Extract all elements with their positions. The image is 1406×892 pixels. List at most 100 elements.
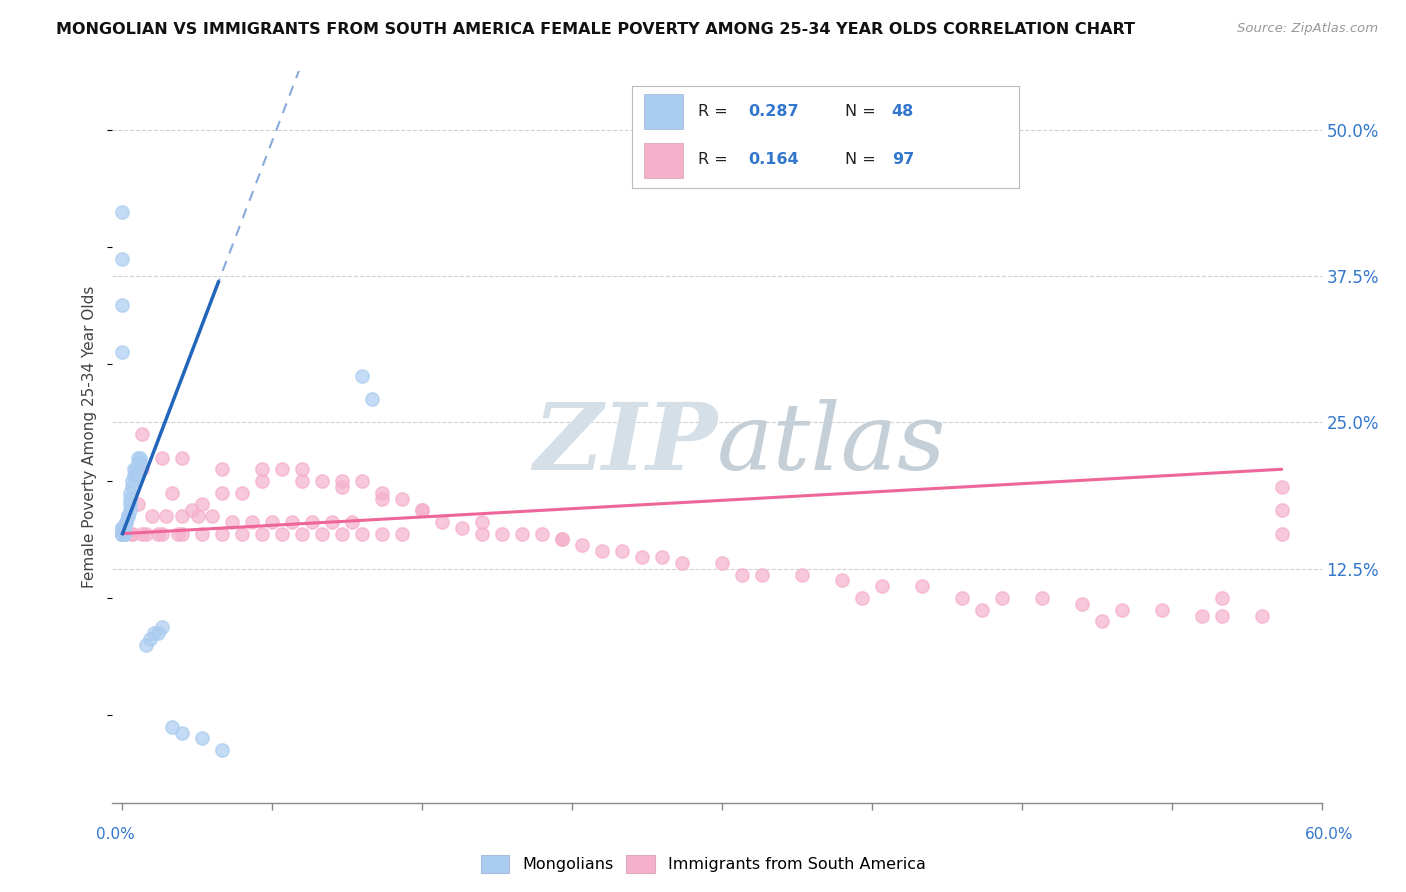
Point: [127, 450, 149, 465]
Point: [831, 574, 853, 588]
Point: [330, 526, 353, 541]
Point: [172, 450, 194, 465]
Point: [172, 526, 194, 541]
Point: [162, 720, 184, 734]
Text: atlas: atlas: [717, 400, 946, 490]
Point: [950, 591, 973, 605]
Point: [120, 485, 142, 500]
Point: [143, 626, 166, 640]
Point: [111, 526, 134, 541]
Point: [129, 450, 152, 465]
Point: [291, 474, 314, 488]
Point: [471, 515, 494, 529]
Point: [1271, 503, 1294, 517]
Point: [121, 526, 143, 541]
Point: [111, 526, 134, 541]
Point: [221, 515, 243, 529]
Point: [1271, 526, 1294, 541]
Point: [127, 497, 149, 511]
Point: [114, 526, 136, 541]
Point: [111, 252, 134, 266]
Point: [124, 468, 146, 483]
Point: [187, 509, 209, 524]
Point: [1250, 608, 1272, 623]
Point: [610, 544, 633, 558]
Point: [391, 491, 413, 506]
Point: [111, 526, 134, 541]
Point: [352, 526, 374, 541]
Point: [651, 549, 673, 564]
Point: [111, 526, 134, 541]
Point: [342, 515, 364, 529]
Point: [152, 526, 174, 541]
Point: [311, 526, 333, 541]
Point: [111, 345, 134, 359]
Text: 60.0%: 60.0%: [1305, 827, 1353, 841]
Text: 0.0%: 0.0%: [96, 827, 135, 841]
Point: [1091, 615, 1114, 629]
Point: [120, 491, 142, 506]
Point: [111, 204, 134, 219]
Point: [117, 509, 139, 524]
Point: [1150, 603, 1173, 617]
Point: [131, 462, 153, 476]
Point: [121, 480, 143, 494]
Point: [111, 526, 134, 541]
Point: [121, 474, 143, 488]
Point: [125, 468, 148, 483]
Point: [291, 526, 314, 541]
Point: [242, 515, 264, 529]
Point: [271, 462, 294, 476]
Point: [371, 491, 394, 506]
Point: [135, 638, 157, 652]
Point: [135, 526, 157, 541]
Point: [591, 544, 613, 558]
Point: [114, 526, 136, 541]
Point: [252, 526, 274, 541]
Point: [711, 556, 734, 570]
Point: [1111, 603, 1133, 617]
Point: [191, 731, 214, 746]
Point: [111, 526, 134, 541]
Point: [114, 526, 136, 541]
Point: [262, 515, 284, 529]
Point: [731, 567, 754, 582]
Point: [172, 725, 194, 739]
Point: [141, 509, 163, 524]
Point: [321, 515, 343, 529]
Point: [851, 591, 873, 605]
Point: [111, 526, 134, 541]
Point: [311, 474, 333, 488]
Point: [1070, 597, 1092, 611]
Point: [211, 743, 233, 757]
Point: [1191, 608, 1213, 623]
Point: [114, 526, 136, 541]
Point: [870, 579, 893, 593]
Point: [432, 515, 454, 529]
Point: [411, 503, 433, 517]
Point: [1211, 608, 1233, 623]
Point: [252, 462, 274, 476]
Y-axis label: Female Poverty Among 25-34 Year Olds: Female Poverty Among 25-34 Year Olds: [82, 286, 97, 588]
Point: [111, 521, 134, 535]
Point: [571, 538, 593, 552]
Point: [120, 503, 142, 517]
Point: [671, 556, 693, 570]
Point: [111, 521, 134, 535]
Point: [162, 485, 184, 500]
Point: [551, 533, 574, 547]
Point: [471, 526, 494, 541]
Point: [551, 533, 574, 547]
Point: [129, 457, 152, 471]
Point: [115, 515, 138, 529]
Point: [181, 503, 204, 517]
Point: [252, 474, 274, 488]
Point: [271, 526, 294, 541]
Point: [191, 497, 214, 511]
Point: [330, 474, 353, 488]
Point: [970, 603, 993, 617]
Point: [114, 526, 136, 541]
Point: [451, 521, 474, 535]
Point: [115, 515, 138, 529]
Point: [127, 457, 149, 471]
